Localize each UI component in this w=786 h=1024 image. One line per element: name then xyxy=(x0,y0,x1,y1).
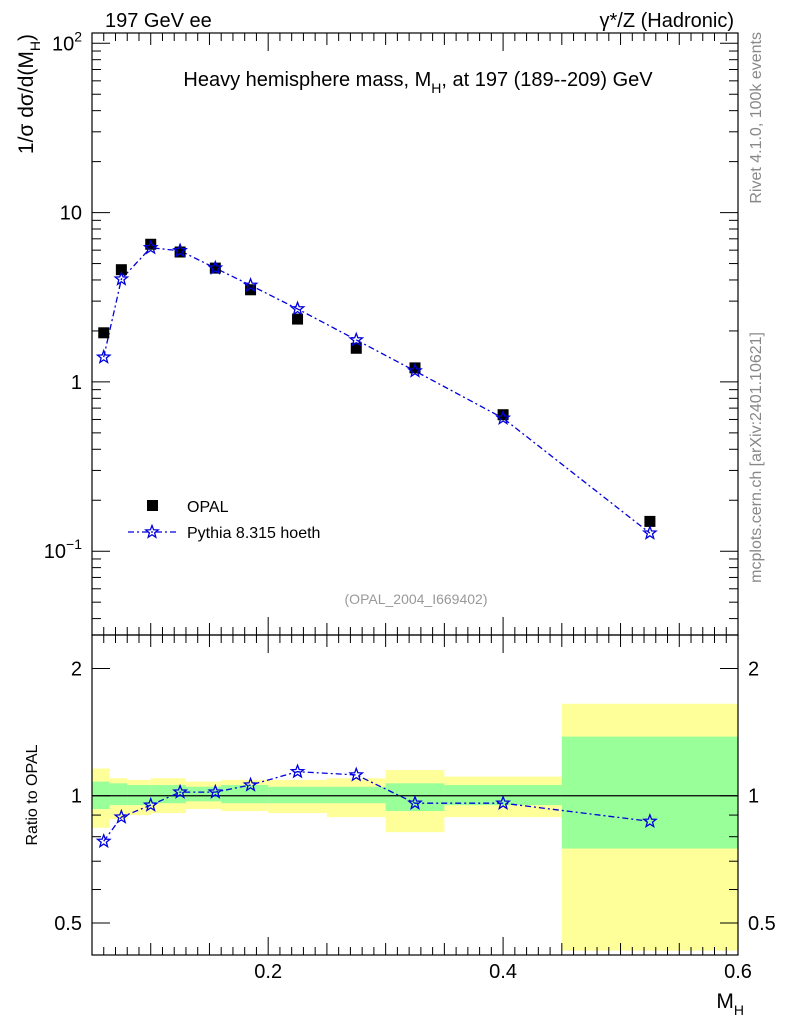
ratio-axis-ticks xyxy=(91,635,739,955)
ratio-point xyxy=(495,794,512,810)
legend-mc-marker xyxy=(144,523,160,539)
y-tick-label: 102 xyxy=(52,28,82,55)
x-tick-label: 0.2 xyxy=(254,961,282,983)
x-tick-label: 0.6 xyxy=(724,961,752,983)
y-tick-label: 10−1 xyxy=(44,536,82,563)
legend-opal-label: OPAL xyxy=(187,499,229,516)
mcplots-label: mcplots.cern.ch [arXiv:2401.10621] xyxy=(748,332,765,583)
opal-point xyxy=(644,515,656,527)
ratio-frame xyxy=(91,634,739,956)
mc-point xyxy=(289,300,306,316)
ratio-point xyxy=(113,808,130,824)
ratio-line xyxy=(103,771,650,842)
opal-point xyxy=(409,362,421,374)
opal-point xyxy=(497,409,509,421)
ratio-point xyxy=(95,832,112,849)
ratio-y-axis-label: Ratio to OPAL xyxy=(24,744,41,845)
legend-opal-marker xyxy=(147,500,158,511)
opal-point xyxy=(292,313,304,325)
ratio-point xyxy=(172,783,189,799)
mc-point xyxy=(242,276,259,293)
mc-point xyxy=(113,270,130,286)
x-axis-label: MH xyxy=(716,990,744,1018)
main-frame xyxy=(91,32,739,636)
opal-point xyxy=(98,327,110,339)
mc-point xyxy=(495,409,512,426)
opal-point xyxy=(145,238,157,250)
ratio-point xyxy=(641,812,658,829)
ratio-point xyxy=(289,763,306,779)
ratio-y-tick-label-right: 2 xyxy=(748,658,759,680)
mc-point xyxy=(95,348,112,364)
opal-point xyxy=(115,264,127,276)
watermark: (OPAL_2004_I669402) xyxy=(345,591,488,607)
x-tick-label: 0.4 xyxy=(489,961,517,983)
main-panel: 10−1 1 10 102 Heavy hemisphere mass, MH, at… xyxy=(15,28,739,636)
opal-point xyxy=(350,342,362,354)
uncertainty-band-stat xyxy=(326,786,386,804)
main-axis-ticks xyxy=(91,33,739,635)
rivet-label: Rivet 4.1.0, 100k events xyxy=(748,32,765,204)
legend-mc-label: Pythia 8.315 hoeth xyxy=(187,525,320,542)
ratio-y-tick-labels: 0.5 0.5 1 1 2 2 xyxy=(54,658,776,935)
ratio-y-tick-label: 0.5 xyxy=(54,913,82,935)
uncertainty-band-stat xyxy=(127,785,151,806)
ratio-y-tick-label: 1 xyxy=(71,786,82,808)
header-right: γ*/Z (Hadronic) xyxy=(600,10,734,32)
uncertainty-band-stat xyxy=(268,786,327,804)
ratio-y-tick-label: 2 xyxy=(71,658,82,680)
ratio-y-tick-label-right: 1 xyxy=(748,786,759,808)
x-tick-labels: 0.2 0.4 0.6 xyxy=(254,961,752,983)
opal-point xyxy=(209,262,221,274)
mc-point xyxy=(348,331,365,347)
ratio-point xyxy=(207,783,224,799)
main-y-tick-labels: 10−1 1 10 102 xyxy=(44,28,82,563)
ratio-plot-area xyxy=(92,703,738,951)
main-y-axis-label: 1/σ dσ/d(MH) xyxy=(15,34,43,154)
ratio-y-tick-label-right: 0.5 xyxy=(748,913,776,935)
uncertainty-band-stat xyxy=(561,736,738,849)
mc-point xyxy=(172,242,189,258)
opal-point xyxy=(245,284,257,296)
ratio-point xyxy=(407,794,423,810)
uncertainty-band-stat xyxy=(109,783,128,806)
legend: OPAL Pythia 8.315 hoeth xyxy=(128,499,320,542)
ratio-point xyxy=(242,776,259,792)
mc-point xyxy=(142,239,159,255)
ratio-point xyxy=(348,766,365,782)
mc-point xyxy=(407,362,423,378)
main-plot-area xyxy=(95,238,658,540)
opal-point xyxy=(174,246,186,258)
mc-point xyxy=(641,524,658,540)
header-left: 197 GeV ee xyxy=(105,10,212,32)
mc-point xyxy=(207,259,224,275)
ratio-panel: 0.5 0.5 1 1 2 2 0.2 0.4 0.6 Ratio to OPAL MH xyxy=(24,634,776,1018)
main-title: Heavy hemisphere mass, MH, at 197 (189--… xyxy=(183,69,653,96)
mc-line xyxy=(103,247,651,534)
uncertainty-band-stat xyxy=(221,785,269,804)
y-tick-label: 10 xyxy=(60,203,82,225)
y-tick-label: 1 xyxy=(71,372,82,394)
ratio-point xyxy=(142,796,159,812)
